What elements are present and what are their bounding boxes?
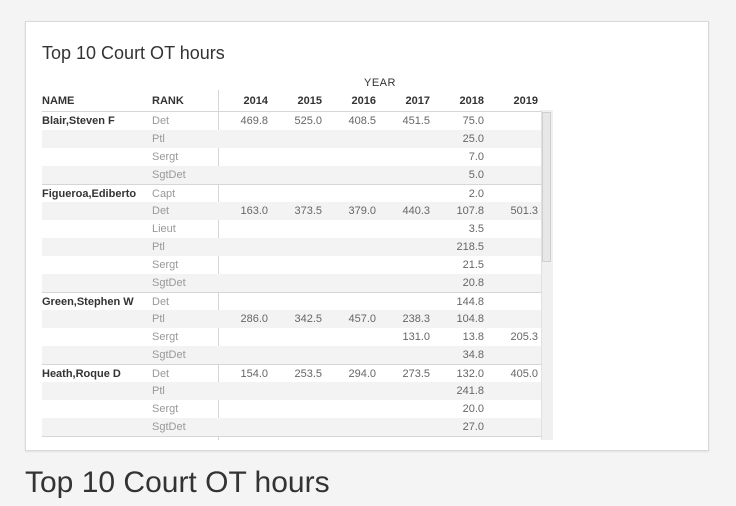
ot-hours-cell-2018[interactable]: 21.5 — [462, 259, 484, 271]
table-row[interactable]: Sergt 7.0 — [42, 148, 552, 166]
ot-hours-cell-2018[interactable]: 20.8 — [462, 277, 484, 289]
ot-hours-cell-2018[interactable]: 107.8 — [456, 205, 484, 217]
ot-hours-cell-2017[interactable]: 238.3 — [402, 313, 430, 325]
table-row[interactable]: Ptl 25.0 — [42, 130, 552, 148]
ot-hours-cell-2016[interactable]: 408.5 — [348, 115, 376, 127]
viz-title: Top 10 Court OT hours — [42, 43, 225, 63]
ot-hours-cell-2015[interactable]: 525.0 — [294, 115, 322, 127]
rank-label[interactable]: Sergt — [152, 151, 179, 163]
ot-hours-cell-2016[interactable]: 457.0 — [348, 313, 376, 325]
ot-hours-cell-2014[interactable]: 154.0 — [240, 368, 268, 380]
rank-label[interactable]: Det — [152, 115, 170, 127]
ot-hours-cell-2016[interactable]: 294.0 — [348, 368, 376, 380]
employee-name[interactable]: Blair,Steven F — [42, 115, 115, 127]
rank-label[interactable]: SgtDet — [152, 421, 186, 433]
table-row[interactable]: Kaplan,Keith DCapt0.0 — [42, 436, 552, 440]
ot-hours-cell-2015[interactable]: 253.5 — [294, 368, 322, 380]
table-row[interactable]: Figueroa,Ediberto Capt 2.0 — [42, 184, 552, 202]
ot-hours-cell-2018[interactable]: 104.8 — [456, 313, 484, 325]
table-row[interactable]: SgtDet 34.8 — [42, 346, 552, 364]
rank-label[interactable]: Det — [152, 205, 170, 217]
table-row[interactable]: Ptl 218.5 — [42, 238, 552, 256]
year-header-2017[interactable]: 2017 — [405, 95, 430, 107]
employee-name[interactable]: Green,Stephen W — [42, 296, 134, 308]
name-column-header[interactable]: NAME — [42, 95, 75, 107]
ot-hours-cell-2017[interactable]: 273.5 — [402, 368, 430, 380]
rank-label[interactable]: Ptl — [152, 241, 165, 253]
rank-label[interactable]: SgtDet — [152, 169, 186, 181]
ot-hours-cell-2018[interactable]: 20.0 — [462, 403, 484, 415]
ot-hours-cell-2014[interactable]: 163.0 — [240, 205, 268, 217]
rank-label[interactable]: Capt — [152, 188, 176, 200]
rank-label[interactable]: Ptl — [152, 133, 165, 145]
page-caption: Top 10 Court OT hours — [25, 466, 330, 499]
table-row[interactable]: SgtDet 5.0 — [42, 166, 552, 184]
year-header-2019[interactable]: 2019 — [513, 95, 538, 107]
ot-hours-cell-2018[interactable]: 34.8 — [462, 349, 484, 361]
ot-hours-cell-2018[interactable]: 5.0 — [468, 169, 484, 181]
ot-hours-cell-2018[interactable]: 2.0 — [468, 188, 484, 200]
table-row[interactable]: Ptl 286.0 342.5 457.0 238.3 104.8 — [42, 310, 552, 328]
crosstab-table[interactable]: YEAR NAME RANK 2014 2015 2016 2017 2018 … — [42, 73, 552, 440]
table-row[interactable]: Green,Stephen W Det 144.8 — [42, 292, 552, 310]
table-row[interactable]: SgtDet 20.8 — [42, 274, 552, 292]
rank-label[interactable]: Det — [152, 368, 170, 380]
rank-label[interactable]: Det — [152, 296, 170, 308]
ot-hours-cell-2017[interactable]: 131.0 — [402, 331, 430, 343]
ot-hours-cell-2017[interactable]: 451.5 — [402, 115, 430, 127]
ot-hours-cell-2018[interactable]: 218.5 — [456, 241, 484, 253]
table-row[interactable]: Sergt 131.0 13.8 205.3 — [42, 328, 552, 346]
table-row[interactable]: Lieut 3.5 — [42, 220, 552, 238]
ot-hours-cell-2018[interactable]: 75.0 — [462, 115, 484, 127]
year-column-header: YEAR — [364, 77, 396, 89]
rank-label[interactable]: Ptl — [152, 313, 165, 325]
table-row[interactable]: Sergt 21.5 — [42, 256, 552, 274]
ot-hours-cell-2016[interactable]: 379.0 — [348, 205, 376, 217]
table-row[interactable]: Ptl 241.8 — [42, 382, 552, 400]
year-header-2014[interactable]: 2014 — [243, 95, 268, 107]
year-header-2015[interactable]: 2015 — [297, 95, 322, 107]
ot-hours-cell-2015[interactable]: 342.5 — [294, 313, 322, 325]
ot-hours-cell-2018[interactable]: 27.0 — [462, 421, 484, 433]
ot-hours-cell-2015[interactable]: 373.5 — [294, 205, 322, 217]
ot-hours-cell-2014[interactable]: 469.8 — [240, 115, 268, 127]
rank-label[interactable]: SgtDet — [152, 277, 186, 289]
viz-card: Top 10 Court OT hours YEAR NAME RANK 201… — [25, 21, 709, 451]
ot-hours-cell-2018[interactable]: 25.0 — [462, 133, 484, 145]
ot-hours-cell-2018[interactable]: 13.8 — [462, 331, 484, 343]
rank-label[interactable]: Sergt — [152, 403, 179, 415]
employee-name[interactable]: Heath,Roque D — [42, 368, 121, 380]
rank-label[interactable]: Lieut — [152, 223, 176, 235]
ot-hours-cell-2018[interactable]: 241.8 — [456, 385, 484, 397]
ot-hours-cell-2017[interactable]: 440.3 — [402, 205, 430, 217]
ot-hours-cell-2014[interactable]: 286.0 — [240, 313, 268, 325]
rank-column-header[interactable]: RANK — [152, 95, 184, 107]
ot-hours-cell-2018[interactable]: 3.5 — [468, 223, 484, 235]
ot-hours-cell-2019[interactable]: 501.3 — [510, 205, 538, 217]
row-header-divider — [218, 90, 219, 440]
table-row[interactable]: Blair,Steven F Det 469.8 525.0 408.5 451.5 75.… — [42, 112, 552, 130]
rank-label[interactable]: Ptl — [152, 385, 165, 397]
table-row[interactable]: SgtDet 27.0 — [42, 418, 552, 436]
ot-hours-cell-2018[interactable]: 7.0 — [468, 151, 484, 163]
ot-hours-cell-2018[interactable]: 132.0 — [456, 368, 484, 380]
column-headers: NAME RANK 2014 2015 2016 2017 2018 2019 — [42, 93, 552, 111]
ot-hours-cell-2019[interactable]: 205.3 — [510, 331, 538, 343]
year-header-2016[interactable]: 2016 — [351, 95, 376, 107]
scrollbar-thumb[interactable] — [542, 112, 551, 262]
ot-hours-cell-2018[interactable]: 144.8 — [456, 296, 484, 308]
employee-name[interactable]: Figueroa,Ediberto — [42, 188, 137, 200]
year-header-2018[interactable]: 2018 — [459, 95, 484, 107]
rank-label[interactable]: Sergt — [152, 259, 179, 271]
rank-label[interactable]: Sergt — [152, 331, 179, 343]
table-row[interactable]: Heath,Roque D Det 154.0 253.5 294.0 273.5 132.… — [42, 364, 552, 382]
table-row[interactable]: Det 163.0 373.5 379.0 440.3 107.8 501.3 — [42, 202, 552, 220]
rank-label[interactable]: SgtDet — [152, 349, 186, 361]
header-divider — [42, 111, 552, 112]
ot-hours-cell-2019[interactable]: 405.0 — [510, 368, 538, 380]
table-row[interactable]: Sergt 20.0 — [42, 400, 552, 418]
